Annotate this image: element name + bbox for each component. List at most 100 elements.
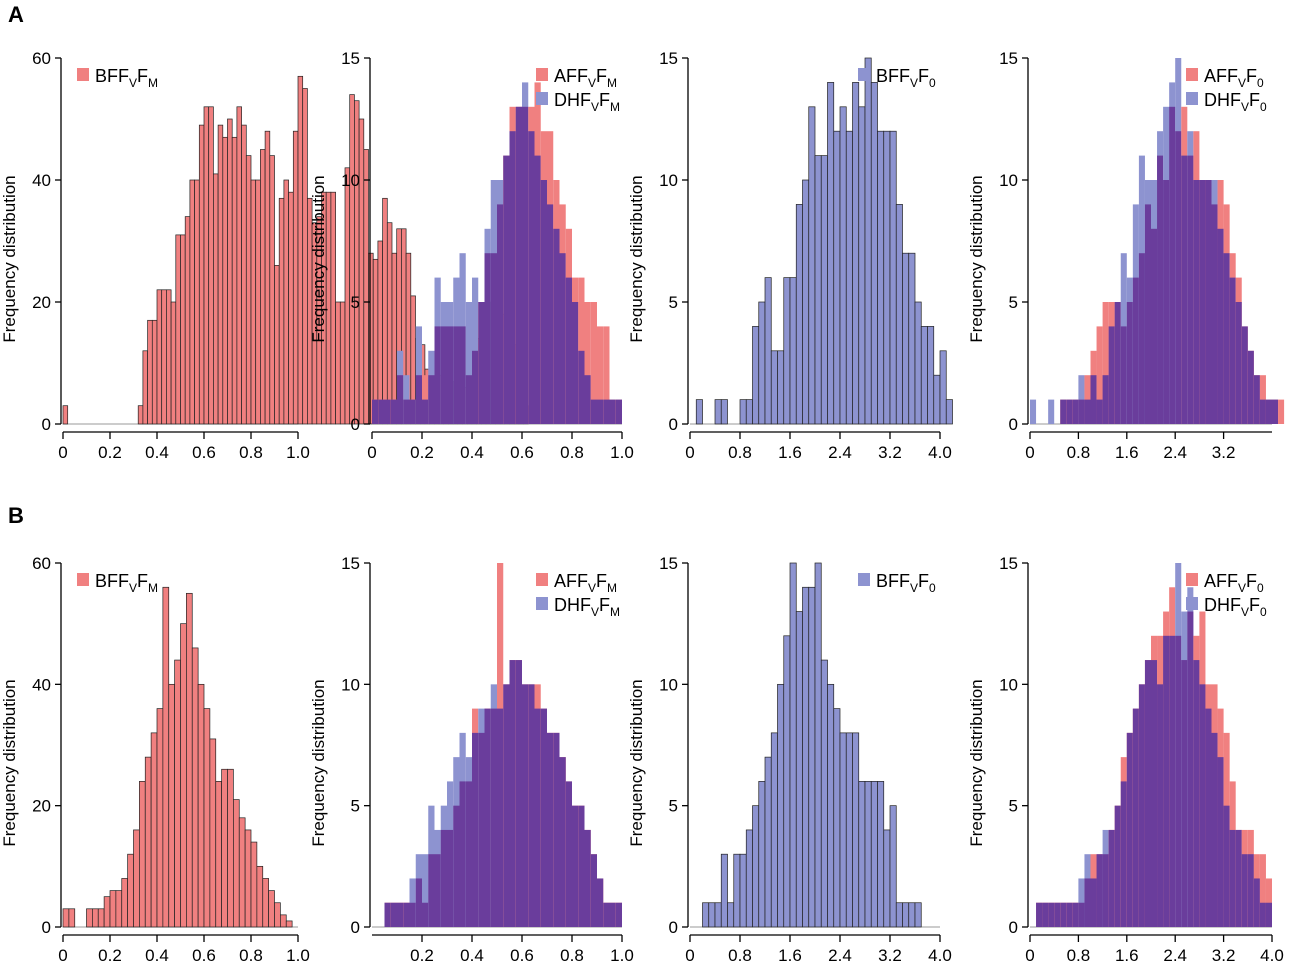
bar-overlap	[553, 228, 560, 424]
bar-overlap	[522, 106, 529, 425]
bar-overlap	[553, 732, 560, 927]
y-axis-label: Frequency distribution	[967, 679, 986, 846]
bar-blue	[1030, 399, 1037, 424]
bar-overlap	[390, 399, 397, 424]
bar-overlap	[1120, 326, 1127, 424]
bar-overlap	[1108, 326, 1115, 424]
bar	[139, 781, 146, 928]
bar-overlap	[559, 757, 566, 927]
bar	[927, 326, 935, 425]
bar	[808, 586, 816, 928]
bar-overlap	[1163, 180, 1170, 424]
bar	[727, 902, 735, 928]
bar-overlap	[1084, 399, 1091, 424]
x-tick-label: 0	[367, 443, 376, 462]
bar-overlap	[1066, 902, 1073, 927]
bar-overlap	[503, 155, 510, 424]
bar-overlap	[540, 708, 547, 927]
legend-label: AFFVF0	[1204, 66, 1264, 90]
x-tick-label: 0.4	[460, 946, 484, 965]
bar	[236, 106, 242, 425]
x-tick-label: 3.2	[1212, 946, 1236, 965]
bar-overlap	[1084, 878, 1091, 927]
bar	[278, 197, 285, 425]
y-axis-label: Frequency distribution	[309, 679, 328, 846]
bar	[156, 289, 163, 425]
bar	[186, 592, 193, 928]
bar-overlap	[1247, 854, 1254, 927]
bar	[870, 82, 878, 425]
bar	[795, 204, 803, 425]
x-tick-label: 0	[58, 443, 67, 462]
bar-overlap	[1193, 660, 1200, 927]
y-tick-label: 0	[669, 415, 678, 434]
bar-overlap	[609, 399, 616, 424]
x-tick-label: 0.8	[728, 946, 752, 965]
bar-overlap	[453, 805, 460, 927]
bar	[839, 732, 847, 928]
bar	[269, 155, 275, 425]
bar-overlap	[1096, 399, 1103, 424]
legend-swatch-red	[536, 68, 548, 81]
bar	[62, 405, 69, 425]
bar	[68, 908, 76, 928]
bar	[302, 88, 308, 425]
bar-overlap	[384, 902, 391, 927]
bar-overlap	[1054, 902, 1061, 927]
bar	[156, 708, 164, 928]
bar	[121, 878, 128, 928]
bar	[714, 399, 722, 425]
bar-overlap	[1138, 253, 1145, 424]
legend-swatch-blue	[536, 92, 548, 105]
bar	[933, 374, 941, 425]
legend-swatch-red	[77, 68, 89, 81]
bar-overlap	[378, 399, 385, 424]
y-axis-label: Frequency distribution	[309, 175, 328, 342]
bar	[914, 301, 922, 425]
x-tick-label: 4.0	[928, 443, 952, 462]
bar-overlap	[584, 375, 591, 424]
bar	[864, 781, 872, 928]
bar	[354, 100, 360, 425]
y-tick-label: 15	[341, 49, 360, 68]
bar-overlap	[415, 375, 422, 424]
bar-overlap	[534, 708, 541, 927]
x-tick-label: 3.2	[1212, 443, 1236, 462]
bar-overlap	[422, 902, 429, 927]
bar	[720, 853, 728, 928]
bar	[161, 289, 167, 425]
x-tick-label: 0.8	[239, 443, 263, 462]
x-tick-label: 3.2	[878, 443, 902, 462]
bar	[363, 149, 369, 425]
bar	[250, 841, 258, 928]
chart-a-3: Frequency distribution 0 5 10 15 0 0.8 1.6 2.4 3.…	[627, 49, 953, 462]
x-tick-label: 0.6	[192, 946, 216, 965]
bar	[203, 708, 211, 928]
x-tick-label: 0.8	[1067, 946, 1091, 965]
y-axis-label: Frequency distribution	[967, 175, 986, 342]
legend-swatch-red	[536, 573, 548, 586]
bar-overlap	[1132, 277, 1139, 424]
bar	[852, 732, 860, 928]
bar	[358, 118, 365, 425]
bar-overlap	[578, 805, 585, 927]
bar-overlap	[572, 805, 579, 927]
y-tick-label: 10	[659, 171, 678, 190]
bar-overlap	[522, 684, 529, 927]
bar-overlap	[1235, 829, 1242, 927]
x-tick-label: 2.4	[1163, 443, 1187, 462]
bar	[733, 853, 741, 928]
x-tick-label: 1.6	[1115, 946, 1139, 965]
bar	[262, 878, 269, 928]
x-tick-label: 0.2	[98, 946, 122, 965]
bar-overlap	[1247, 350, 1254, 424]
bar-overlap	[1132, 708, 1139, 927]
bar	[297, 75, 304, 425]
chart-b-1: Frequency distribution 0 20 40 60 0 0.2 0.4 0.6 0…	[0, 554, 310, 965]
bar	[708, 902, 716, 928]
bar-overlap	[603, 902, 610, 927]
y-tick-label: 5	[1009, 797, 1018, 816]
bar	[789, 277, 797, 425]
bar-red	[597, 326, 604, 424]
legend-label: BFFVFM	[95, 66, 158, 90]
